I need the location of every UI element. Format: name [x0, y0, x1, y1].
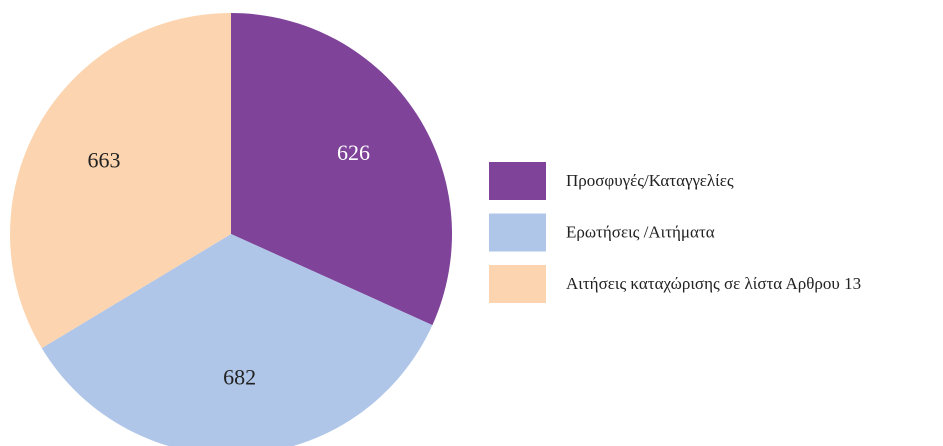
legend-label: Αιτήσεις καταχώρισης σε λίστα Αρθρου 13 [566, 274, 861, 293]
legend-label: Προσφυγές/Καταγγελίες [566, 171, 734, 190]
slice-label: 663 [87, 147, 120, 172]
legend-swatch [489, 265, 546, 303]
pie-slice [231, 13, 452, 326]
legend-swatch [489, 162, 546, 200]
legend-label: Ερωτήσεις /Αιτήματα [566, 222, 715, 241]
legend-swatch [489, 213, 546, 252]
slice-label: 626 [337, 140, 370, 165]
pie-slice [9, 13, 231, 349]
pie-slice [41, 234, 433, 446]
slice-label: 682 [223, 365, 256, 390]
